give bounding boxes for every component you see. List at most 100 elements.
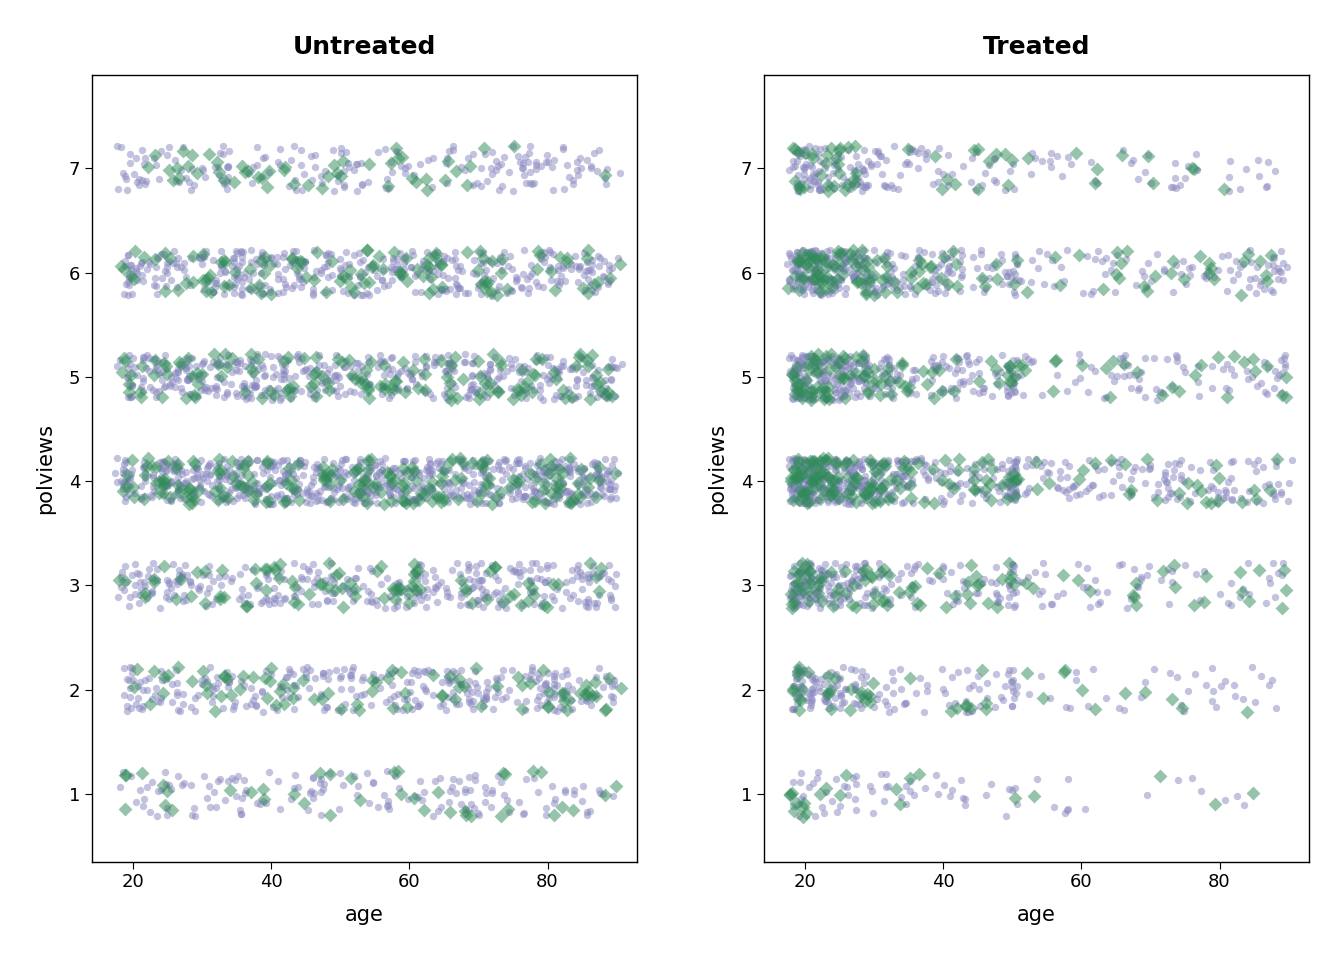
Point [376,171,398,186]
Point [118,270,140,285]
Point [388,580,410,595]
Point [190,472,211,488]
Point [348,561,370,576]
Point [285,252,306,268]
Point [305,263,327,278]
Point [896,480,918,495]
Point [813,381,835,396]
Point [246,256,267,272]
Point [806,770,828,785]
Point [177,350,199,366]
Point [1261,672,1282,687]
Point [259,673,281,688]
Point [270,680,292,695]
Point [817,668,839,684]
Point [599,472,621,488]
Point [824,251,845,266]
Point [1130,689,1152,705]
Point [180,251,202,266]
Point [851,177,872,192]
Point [466,484,488,499]
Point [876,492,898,507]
Point [535,466,556,481]
Point [437,588,458,604]
Point [157,591,179,607]
Point [203,252,224,267]
Point [836,174,857,189]
Point [1000,472,1021,488]
Point [478,374,500,390]
Point [274,697,296,712]
Point [1146,492,1168,508]
Point [786,662,808,678]
Point [117,275,138,290]
Point [841,464,863,479]
Point [134,468,156,483]
Point [336,572,358,588]
Point [794,478,816,493]
Point [1236,494,1258,510]
Point [180,778,202,793]
Point [578,575,599,590]
Point [814,667,836,683]
Point [255,463,277,478]
Point [818,684,840,700]
Point [196,791,218,806]
Point [226,272,247,287]
Point [335,145,356,160]
Point [387,382,409,397]
Point [943,177,965,192]
Point [379,479,401,494]
Point [386,575,407,590]
Point [507,669,528,684]
Point [345,156,367,172]
Point [110,779,132,794]
Point [1219,382,1241,397]
Point [785,380,806,396]
Point [849,477,871,492]
Point [422,664,444,680]
Point [956,476,977,492]
Point [125,260,146,276]
Point [364,457,386,472]
Point [801,569,823,585]
Point [1058,491,1079,506]
Point [601,590,622,606]
Point [234,678,255,693]
Point [399,596,421,612]
Point [407,468,429,483]
Point [917,376,938,392]
Point [141,691,163,707]
Point [793,483,814,498]
Point [425,455,446,470]
Point [489,353,511,369]
Point [281,382,302,397]
Point [797,570,818,586]
Point [907,250,929,265]
Point [220,350,242,366]
Point [151,464,172,479]
Point [1142,350,1164,366]
Point [391,664,413,680]
Point [821,348,843,364]
Point [1048,470,1070,486]
Point [1000,491,1021,506]
Point [317,580,339,595]
Point [852,564,874,580]
Point [914,780,935,796]
Point [358,484,379,499]
Point [251,171,273,186]
Point [348,703,370,718]
Point [328,351,349,367]
Point [895,452,917,468]
Point [796,156,817,171]
Point [511,160,532,176]
Point [477,453,499,468]
Point [797,259,818,275]
Point [1247,378,1269,394]
Point [792,461,813,476]
Point [540,485,562,500]
Point [824,273,845,288]
Point [798,247,820,262]
Point [806,463,828,478]
